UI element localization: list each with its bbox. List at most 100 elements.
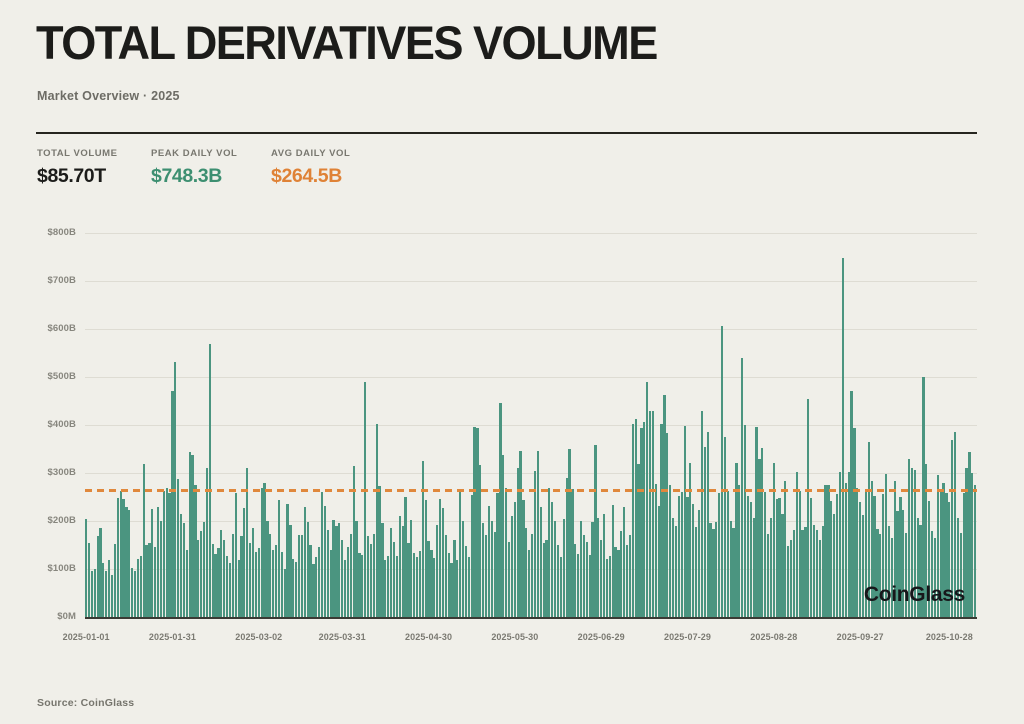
bar[interactable]: [896, 511, 899, 617]
bar[interactable]: [660, 423, 663, 617]
bar[interactable]: [329, 549, 332, 617]
bar[interactable]: [145, 545, 148, 617]
bar[interactable]: [257, 548, 260, 617]
bar[interactable]: [156, 506, 160, 617]
bar[interactable]: [836, 493, 839, 617]
bar[interactable]: [608, 555, 611, 617]
bar[interactable]: [827, 485, 830, 617]
bar[interactable]: [309, 545, 312, 617]
bar[interactable]: [556, 545, 560, 617]
bar[interactable]: [105, 571, 108, 617]
bar[interactable]: [565, 478, 568, 617]
bar[interactable]: [651, 410, 655, 617]
bar[interactable]: [712, 528, 715, 617]
bar[interactable]: [758, 458, 761, 617]
bar[interactable]: [706, 431, 709, 617]
bar[interactable]: [191, 455, 194, 617]
bar[interactable]: [545, 540, 548, 617]
bar[interactable]: [634, 419, 637, 617]
bar[interactable]: [559, 556, 562, 617]
bar[interactable]: [922, 376, 925, 617]
bar[interactable]: [234, 493, 237, 617]
bar[interactable]: [493, 531, 496, 617]
bar[interactable]: [605, 559, 609, 617]
bar[interactable]: [830, 500, 833, 617]
bar[interactable]: [654, 483, 657, 617]
bar[interactable]: [910, 468, 914, 617]
bar[interactable]: [795, 471, 798, 617]
bar[interactable]: [415, 556, 419, 617]
bar[interactable]: [125, 506, 128, 617]
bar[interactable]: [246, 468, 249, 617]
bar[interactable]: [202, 521, 206, 617]
bar[interactable]: [732, 527, 735, 617]
bar[interactable]: [513, 501, 516, 617]
bar[interactable]: [249, 542, 252, 617]
bar[interactable]: [838, 472, 842, 617]
bar[interactable]: [502, 455, 505, 617]
bar[interactable]: [228, 563, 232, 617]
bar[interactable]: [470, 494, 473, 617]
bar[interactable]: [418, 550, 421, 617]
bar[interactable]: [766, 534, 770, 617]
bar[interactable]: [338, 522, 341, 617]
bar[interactable]: [318, 546, 321, 617]
bar[interactable]: [568, 449, 571, 617]
bar[interactable]: [421, 461, 424, 617]
bar[interactable]: [398, 516, 401, 617]
bar[interactable]: [916, 517, 919, 617]
bar[interactable]: [332, 519, 335, 617]
bar[interactable]: [499, 402, 502, 617]
bar[interactable]: [349, 534, 352, 617]
bar[interactable]: [510, 516, 514, 617]
bar[interactable]: [131, 567, 134, 617]
bar[interactable]: [335, 525, 338, 617]
bar[interactable]: [772, 463, 775, 617]
bar[interactable]: [179, 514, 183, 617]
bar[interactable]: [323, 506, 327, 617]
bar[interactable]: [240, 536, 243, 617]
bar[interactable]: [113, 544, 116, 617]
bar[interactable]: [343, 560, 347, 617]
bar[interactable]: [666, 432, 669, 617]
bar[interactable]: [205, 468, 209, 617]
bar[interactable]: [507, 541, 511, 617]
bar[interactable]: [254, 551, 257, 617]
bar[interactable]: [548, 488, 551, 617]
bar[interactable]: [188, 452, 191, 617]
bar[interactable]: [243, 507, 246, 617]
bar[interactable]: [588, 554, 591, 617]
bar[interactable]: [936, 474, 939, 617]
bar[interactable]: [925, 464, 928, 617]
bar[interactable]: [876, 528, 879, 617]
bar[interactable]: [390, 528, 393, 617]
bar[interactable]: [741, 357, 744, 617]
bar[interactable]: [251, 528, 255, 617]
bar[interactable]: [516, 468, 519, 617]
bar[interactable]: [223, 540, 226, 617]
bar[interactable]: [142, 464, 145, 617]
bar[interactable]: [177, 478, 180, 617]
bar[interactable]: [657, 505, 660, 617]
bar[interactable]: [594, 445, 597, 617]
bar[interactable]: [890, 537, 893, 617]
bar[interactable]: [648, 410, 652, 617]
bar[interactable]: [85, 518, 88, 617]
bar[interactable]: [441, 507, 445, 617]
bar[interactable]: [623, 507, 626, 617]
bar[interactable]: [96, 536, 99, 617]
bar[interactable]: [695, 527, 698, 617]
bar[interactable]: [614, 547, 617, 617]
bar[interactable]: [942, 482, 945, 617]
bar[interactable]: [533, 470, 537, 617]
bar[interactable]: [110, 574, 114, 617]
bar[interactable]: [902, 510, 905, 617]
bar[interactable]: [375, 423, 378, 617]
bar[interactable]: [723, 437, 727, 617]
bar[interactable]: [551, 501, 554, 617]
bar[interactable]: [306, 521, 309, 617]
bar[interactable]: [669, 485, 672, 617]
bar[interactable]: [864, 489, 867, 617]
bar[interactable]: [680, 492, 683, 617]
bar[interactable]: [718, 493, 721, 617]
